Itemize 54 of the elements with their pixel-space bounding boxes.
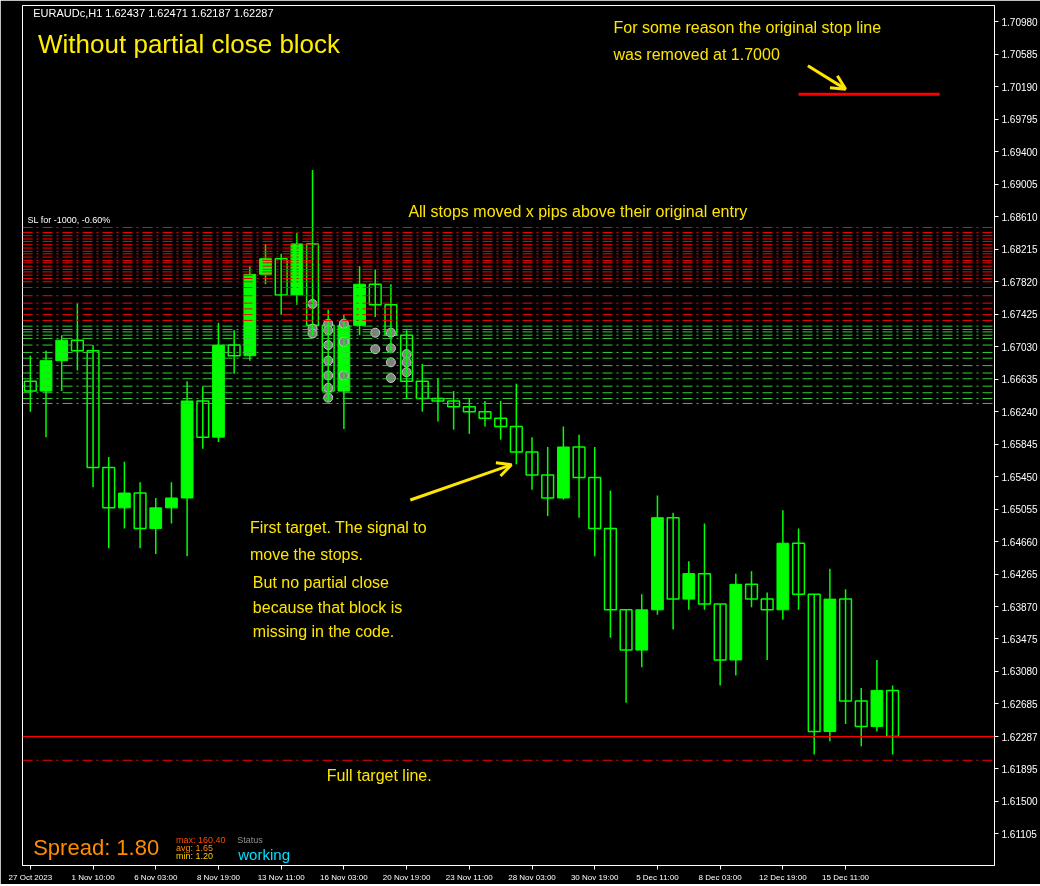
annotation: But no partial close because that block is missing in the code.: [252, 574, 403, 641]
y-tick-label: 1.61895: [1001, 763, 1039, 775]
annotation: max: 160.40: [176, 835, 226, 846]
text: Without partial close block: [38, 29, 342, 60]
y-tick-label: 1.66240: [1001, 406, 1039, 418]
ref-line-label: 1.62287: [1001, 731, 1039, 743]
y-tick-label: 1.61105: [1001, 828, 1038, 840]
annotation: avg: 1.65: [176, 843, 214, 854]
y-tick-label: 1.65055: [1001, 504, 1039, 516]
y-tick-label: 1.63870: [1001, 601, 1039, 613]
y-tick-label: 1.64660: [1001, 536, 1039, 548]
chart-subtitle: EURAUDc,H1 1.62437 1.62471 1.62187 1.62287: [33, 7, 274, 20]
annotation: working: [237, 845, 290, 863]
annotation: Full target line.: [326, 766, 432, 784]
x-tick-label: 28 Nov 03:00: [508, 872, 557, 882]
y-tick-label: 1.69400: [1001, 146, 1039, 158]
x-tick-label: 13 Nov 11:00: [257, 872, 306, 882]
y-tick-label: 1.69795: [1001, 114, 1039, 126]
x-tick-label: 15 Dec 11:00: [822, 872, 870, 882]
x-tick-label: 27 Oct 2023: [8, 872, 53, 882]
ref-line-label: SL for -1000, -0.60%: [27, 215, 111, 226]
y-tick-label: 1.67425: [1001, 309, 1039, 321]
y-tick-label: 1.62685: [1001, 698, 1039, 710]
y-tick-label: 1.63080: [1001, 666, 1039, 678]
x-tick-label: 6 Nov 03:00: [134, 872, 178, 882]
y-tick-label: 1.63475: [1001, 633, 1039, 645]
y-tick-label: 1.65450: [1001, 471, 1039, 483]
x-tick-label: 16 Nov 03:00: [320, 872, 369, 882]
x-tick-label: 1 Nov 10:00: [71, 872, 116, 882]
annotation: For some reason the original stop line was removed at 1.7000: [612, 19, 882, 64]
annotation: min: 1.20: [176, 851, 214, 862]
x-tick-label: 5 Dec 11:00: [636, 872, 680, 882]
y-tick-label: 1.65845: [1001, 439, 1039, 451]
x-tick-label: 30 Nov 19:00: [570, 872, 620, 882]
annotation: All stops moved x pips above their original entry: [408, 203, 748, 221]
annotation: First target. The signal to move the stops.: [249, 519, 427, 563]
x-tick-label: 23 Nov 11:00: [445, 872, 494, 882]
y-tick-label: 1.64265: [1001, 569, 1039, 581]
y-tick-label: 1.68610: [1001, 211, 1039, 223]
annotation: Status: [237, 835, 264, 846]
y-tick-label: 1.70980: [1001, 16, 1039, 28]
y-tick-label: 1.70585: [1001, 49, 1039, 61]
y-tick-label: 1.61500: [1001, 796, 1039, 808]
y-tick-label: 1.67030: [1001, 341, 1039, 353]
y-tick-label: 1.67820: [1001, 276, 1039, 288]
y-tick-label: 1.66635: [1001, 374, 1039, 386]
y-tick-label: 1.70190: [1001, 81, 1039, 93]
y-tick-label: 1.69005: [1001, 179, 1039, 191]
x-tick-label: 20 Nov 19:00: [382, 872, 431, 882]
x-tick-label: 12 Dec 19:00: [759, 872, 808, 882]
y-tick-label: 1.68215: [1001, 244, 1039, 256]
x-tick-label: 8 Dec 03:00: [698, 872, 743, 882]
x-tick-label: 8 Nov 19:00: [196, 872, 241, 882]
annotation: Spread: 1.80: [33, 834, 160, 860]
